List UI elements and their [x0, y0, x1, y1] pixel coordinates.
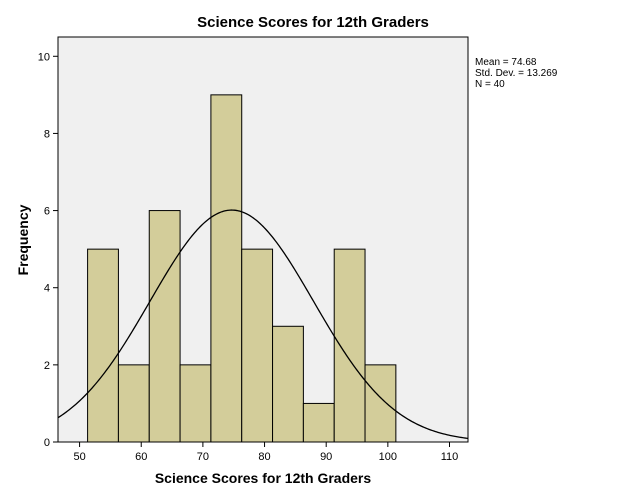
stats-box: Mean = 74.68 Std. Dev. = 13.269 N = 40: [475, 57, 558, 90]
histogram-bar: [364, 364, 397, 443]
normal-curve: [57, 209, 469, 440]
histogram-bar: [272, 325, 304, 443]
histogram-bar: [210, 94, 243, 443]
chart-title: Science Scores for 12th Graders: [197, 14, 429, 31]
y-tick-label: 0: [44, 437, 50, 449]
histogram-bar: [179, 364, 212, 443]
y-tick-label: 6: [44, 206, 50, 218]
y-tick-label: 8: [44, 128, 50, 140]
histogram-bar: [241, 248, 274, 443]
stats-std-dev: Std. Dev. = 13.269: [475, 68, 558, 79]
x-tick-label: 90: [320, 451, 332, 463]
histogram-bar: [333, 248, 366, 443]
y-axis-ticks: 0 2 4 6 8 10: [38, 51, 58, 449]
x-axis-ticks: 50 60 70 80 90 100 110: [73, 442, 458, 463]
histogram-bar: [87, 248, 119, 443]
y-tick-label: 2: [44, 360, 50, 372]
histogram-bar: [148, 210, 181, 443]
x-tick-label: 70: [197, 451, 209, 463]
y-tick-label: 10: [38, 51, 50, 63]
histogram-bar: [117, 364, 150, 443]
y-tick-label: 4: [44, 283, 50, 295]
x-tick-label: 50: [73, 451, 85, 463]
y-axis-label: Frequency: [15, 204, 31, 275]
histogram-bar: [302, 402, 335, 443]
histogram-bars: [87, 94, 397, 443]
stats-mean: Mean = 74.68: [475, 57, 537, 68]
x-axis-label: Science Scores for 12th Graders: [155, 470, 372, 486]
x-tick-label: 100: [379, 451, 397, 463]
x-tick-label: 60: [135, 451, 147, 463]
x-tick-label: 80: [258, 451, 270, 463]
x-tick-label: 110: [441, 451, 459, 463]
stats-n: N = 40: [475, 79, 505, 90]
axes: [57, 37, 468, 443]
